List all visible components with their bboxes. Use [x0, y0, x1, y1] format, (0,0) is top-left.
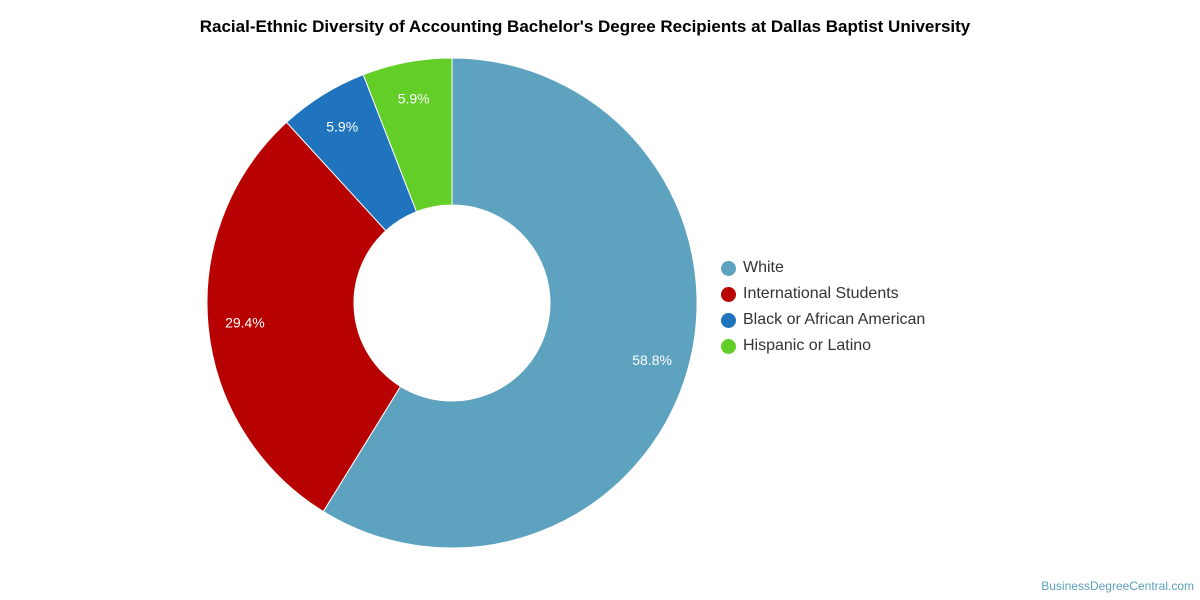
legend: White International Students Black or Af…	[721, 255, 925, 359]
legend-item-international-students[interactable]: International Students	[721, 281, 925, 307]
slice-label-hispanic-or-latino: 5.9%	[398, 91, 430, 107]
legend-item-black-or-african-american[interactable]: Black or African American	[721, 307, 925, 333]
chart-title: Racial-Ethnic Diversity of Accounting Ba…	[199, 17, 971, 36]
legend-swatch-white	[721, 260, 736, 276]
legend-label-international-students: International Students	[743, 285, 899, 302]
legend-label-black-or-african-american: Black or African American	[743, 311, 926, 328]
legend-label-hispanic-or-latino: Hispanic or Latino	[743, 337, 872, 354]
slice-label-international-students: 29.4%	[225, 315, 265, 331]
slice-white[interactable]	[322, 57, 698, 549]
legend-label-white: White	[743, 259, 784, 276]
slice-group	[206, 57, 698, 549]
legend-swatch-international-students	[721, 286, 736, 302]
slice-label-group: 58.8% 29.4% 5.9% 5.9%	[225, 91, 672, 368]
legend-item-hispanic-or-latino[interactable]: Hispanic or Latino	[721, 333, 925, 359]
legend-swatch-hispanic-or-latino	[721, 338, 736, 354]
slice-hispanic-or-latino[interactable]	[362, 57, 453, 213]
legend-swatch-black-or-african-american	[721, 312, 736, 328]
slice-label-black-or-african-american: 5.9%	[326, 118, 358, 134]
slice-international-students[interactable]	[206, 121, 402, 513]
slice-label-white: 58.8%	[632, 352, 672, 368]
watermark: BusinessDegreeCentral.com	[1041, 579, 1194, 593]
legend-item-white[interactable]: White	[721, 255, 925, 281]
